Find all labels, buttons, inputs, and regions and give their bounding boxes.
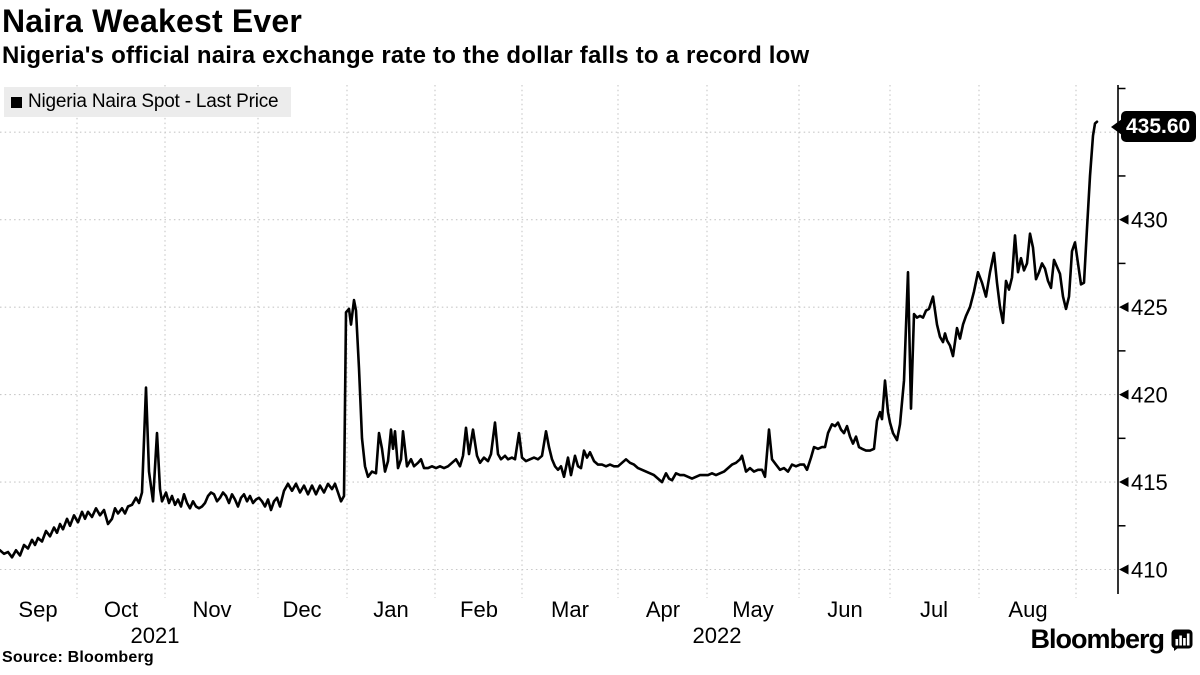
y-tick-arrow-icon [1119, 564, 1129, 575]
y-tick-label: 425 [1131, 295, 1168, 320]
legend-series-marker-icon [11, 96, 22, 108]
x-month-label: May [732, 597, 774, 622]
y-tick-arrow-icon [1119, 477, 1129, 488]
x-month-label: Mar [551, 597, 589, 622]
y-tick-arrow-icon [1119, 389, 1129, 400]
x-month-label: Jun [827, 597, 862, 622]
x-month-label: Sep [18, 597, 57, 622]
last-price-flag: 435.60 [1121, 111, 1197, 142]
y-tick-label: 415 [1131, 470, 1168, 495]
y-tick-label: 430 [1131, 208, 1168, 233]
x-year-label: 2022 [693, 623, 742, 648]
price-line [0, 120, 1099, 559]
legend-series-label: Nigeria Naira Spot - Last Price [28, 91, 279, 112]
y-tick-arrow-icon [1119, 302, 1129, 313]
bloomberg-logo: Bloomberg [1030, 624, 1193, 655]
legend-chip: Nigeria Naira Spot - Last Price [4, 87, 292, 117]
x-month-label: Jan [373, 597, 408, 622]
x-month-label: Jul [920, 597, 948, 622]
y-tick-label: 420 [1131, 383, 1168, 408]
x-month-label: Oct [104, 597, 138, 622]
source-credit: Source: Bloomberg [2, 649, 154, 666]
page-title: Naira Weakest Ever [2, 3, 303, 39]
y-tick-label: 410 [1131, 558, 1168, 583]
x-year-label: 2021 [131, 623, 180, 648]
x-month-label: Nov [192, 597, 231, 622]
page-subtitle: Nigeria's official naira exchange rate t… [2, 42, 810, 69]
y-tick-arrow-icon [1119, 214, 1129, 225]
x-month-label: Apr [646, 597, 680, 622]
x-month-label: Feb [460, 597, 498, 622]
bloomberg-chart-bubble-icon [1171, 629, 1193, 651]
x-month-label: Aug [1008, 597, 1047, 622]
x-month-label: Dec [282, 597, 321, 622]
bloomberg-wordmark: Bloomberg [1030, 624, 1165, 654]
